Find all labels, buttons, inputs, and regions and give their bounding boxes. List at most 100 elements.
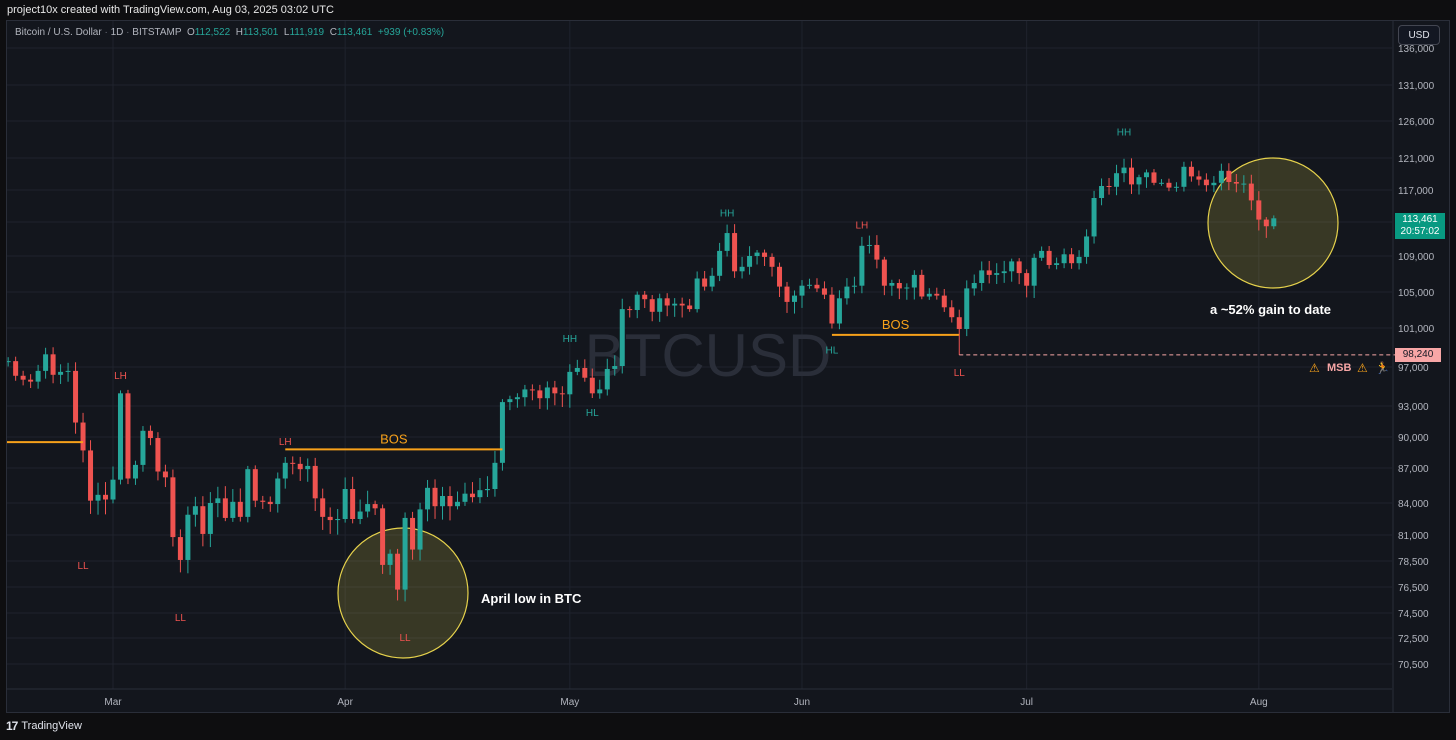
candle-body [282,462,288,479]
candle-body [222,498,228,518]
price-axis-tick: 93,000 [1398,402,1429,413]
candle-body [559,393,565,395]
candle-body [1076,256,1082,264]
candle-body [1099,186,1105,198]
bar-countdown: 20:57:02 [1400,226,1440,237]
candle-body [372,504,378,509]
candle-body [327,516,333,521]
candle-body [971,283,977,289]
candle-body [357,511,363,519]
candle-body [956,317,962,329]
structure-label: HH [563,334,577,345]
candle-body [507,399,513,403]
chart-panel[interactable]: BTCUSD BOS BOS ⚠ MSB ⚠ 🏃 LL LH LL LH LL HH HL HH HL LH LL… [6,20,1450,713]
candle-body [440,496,446,507]
candle-body [1039,250,1045,258]
candle-body [1248,183,1254,201]
candle-body [896,283,902,289]
annotation-april-low: April low in BTC [481,591,582,606]
msb-label: MSB [1327,362,1352,374]
candle-body [769,256,775,267]
time-axis-tick: Aug [1250,697,1268,708]
currency-button[interactable]: USD [1398,25,1440,45]
candle-body [1024,273,1030,286]
candle-body [350,489,356,519]
price-axis-tick: 97,000 [1398,363,1429,374]
structure-label: LL [400,633,412,644]
price-axis-tick: 87,000 [1398,464,1429,475]
candle-body [117,393,123,480]
candle-body [709,275,715,287]
candle-body [492,462,498,489]
symbol-exchange: BITSTAMP [132,27,182,38]
structure-label: LL [954,368,966,379]
candle-body [649,299,655,312]
price-chart[interactable]: BTCUSD BOS BOS ⚠ MSB ⚠ 🏃 LL LH LL LH LL HH HL HH HL LH LL… [7,21,1449,712]
candle-body [1203,179,1209,186]
candle-body [58,371,64,375]
symbol-name: Bitcoin / U.S. Dollar [15,27,102,38]
candle-body [1158,182,1164,184]
candle-body [582,367,588,378]
symbol-watermark: BTCUSD [585,322,832,389]
structure-label: HL [586,408,599,419]
candle-body [132,464,138,479]
candle-body [13,361,19,376]
candle-body [1263,219,1269,227]
candle-body [514,397,520,400]
candle-body [829,294,835,324]
ohlc-change: +939 (+0.83%) [377,27,445,38]
candle-body [941,295,947,308]
candle-body [597,389,603,394]
candle-body [642,294,648,300]
candle-body [7,361,11,363]
candle-body [544,387,550,399]
candle-body [125,393,131,479]
warning-icon: ⚠ [1357,361,1368,375]
candle-body [417,509,423,550]
candle-body [469,493,475,498]
time-axis-tick: Jun [794,697,810,708]
ohlc-open: 112,522 [194,27,231,38]
candle-body [207,503,213,534]
candle-body [1166,182,1172,188]
candle-body [926,293,932,297]
candle-body [147,430,153,439]
candle-body [627,309,633,311]
candle-body [290,462,296,464]
time-axis-tick: Mar [104,697,122,708]
candle-body [162,471,168,478]
candle-body [499,402,505,463]
candle-body [1233,182,1239,184]
candle-body [20,375,26,380]
candle-body [739,266,745,272]
candle-body [874,244,880,260]
price-axis-tick: 74,500 [1398,609,1429,620]
candle-body [732,233,738,272]
candle-body [425,487,431,510]
candle-body [619,309,625,367]
ohlc-high: 113,501 [242,27,279,38]
candle-body [1151,172,1157,183]
candle-body [402,517,408,590]
structure-label: LH [856,221,869,232]
structure-label: LL [77,561,89,572]
footer-brand: TradingView [21,720,82,732]
ohlc-low: 111,919 [289,27,325,38]
candle-body [1129,167,1135,185]
candle-body [859,245,865,286]
candle-body [911,274,917,288]
candle-body [1188,166,1194,177]
structure-label: HL [826,345,839,356]
candle-body [1173,186,1179,188]
candle-body [634,294,640,310]
price-axis-tick: 131,000 [1398,81,1435,92]
candle-body [1031,257,1037,286]
candle-body [387,553,393,565]
candle-body [724,233,730,251]
candle-body [477,490,483,498]
candle-body [1218,170,1224,183]
warning-icon: ⚠ [1309,361,1320,375]
current-price-tag: 113,461 20:57:02 [1395,213,1445,239]
time-axis-tick: Apr [337,697,353,708]
